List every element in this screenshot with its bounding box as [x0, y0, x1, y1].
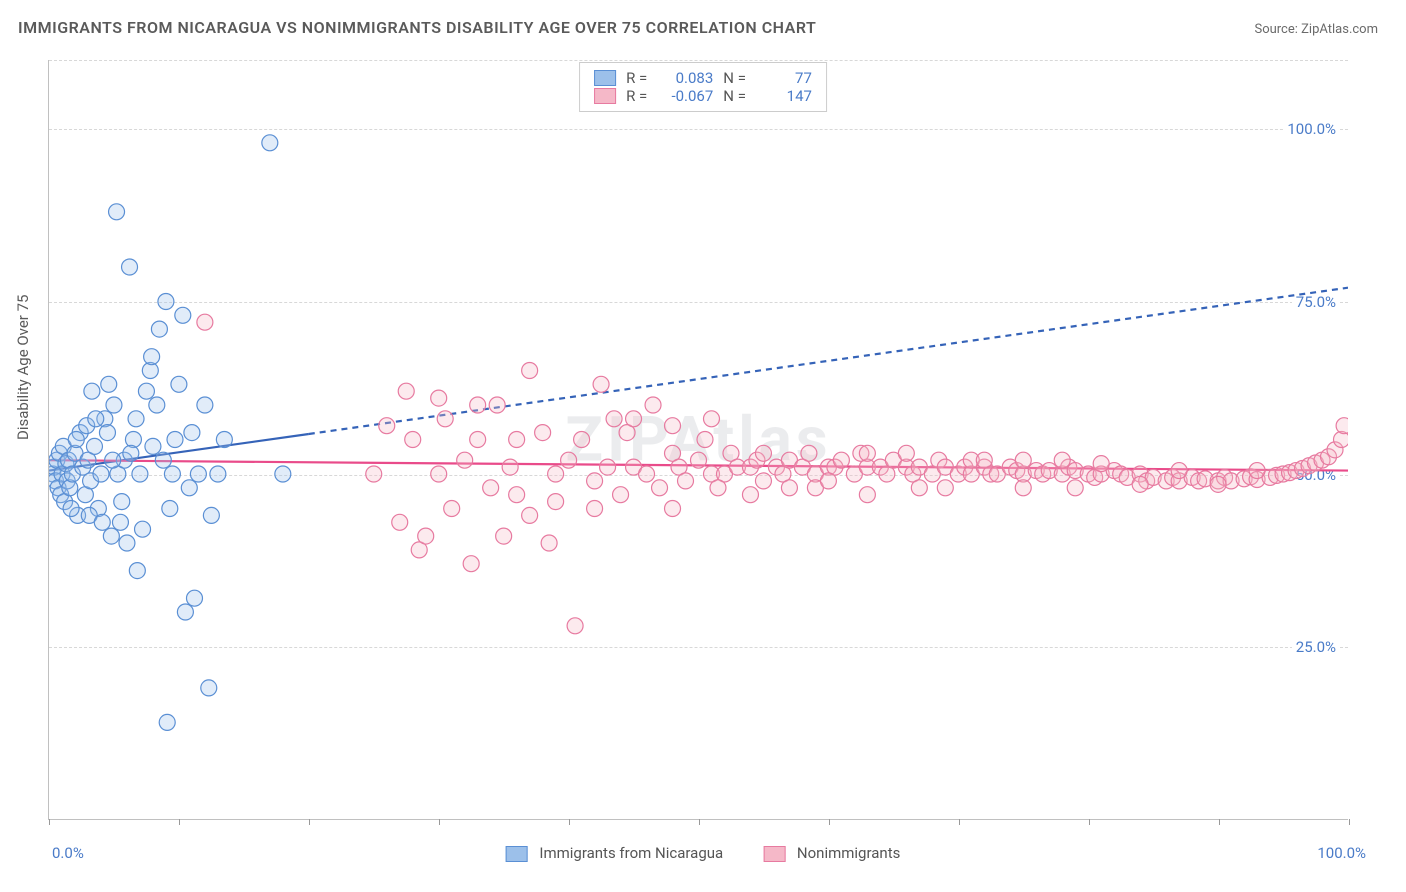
x-tick — [49, 819, 50, 825]
legend-series-box: Immigrants from Nicaragua Nonimmigrants — [506, 844, 901, 862]
plot-area: ZIPAtlas 25.0%50.0%75.0%100.0% — [48, 60, 1348, 820]
legend-item-b: Nonimmigrants — [763, 844, 900, 862]
n-value-a: 77 — [756, 69, 812, 87]
x-tick — [699, 819, 700, 825]
legend-swatch-a — [506, 846, 528, 862]
n-value-b: 147 — [756, 87, 812, 105]
legend-label-a: Immigrants from Nicaragua — [539, 844, 723, 862]
legend-stats-row-b: R = -0.067 N = 147 — [594, 87, 812, 105]
x-tick — [1349, 819, 1350, 825]
x-axis-min-label: 0.0% — [52, 844, 84, 862]
x-tick — [1219, 819, 1220, 825]
r-value-a: 0.083 — [657, 69, 713, 87]
r-label: R = — [626, 87, 647, 105]
x-tick — [569, 819, 570, 825]
source-attribution: Source: ZipAtlas.com — [1254, 22, 1378, 37]
x-axis-max-label: 100.0% — [1317, 844, 1366, 862]
r-value-b: -0.067 — [657, 87, 713, 105]
y-axis-label: Disability Age Over 75 — [14, 295, 32, 440]
legend-stats-box: R = 0.083 N = 77 R = -0.067 N = 147 — [579, 62, 827, 112]
chart-title: IMMIGRANTS FROM NICARAGUA VS NONIMMIGRAN… — [18, 18, 816, 37]
legend-stats-row-a: R = 0.083 N = 77 — [594, 69, 812, 87]
legend-swatch-a — [594, 70, 616, 86]
legend-swatch-b — [763, 846, 785, 862]
x-tick — [829, 819, 830, 825]
x-tick — [959, 819, 960, 825]
x-tick — [1089, 819, 1090, 825]
legend-swatch-b — [594, 88, 616, 104]
legend-item-a: Immigrants from Nicaragua — [506, 844, 724, 862]
n-label: N = — [723, 87, 746, 105]
x-tick — [439, 819, 440, 825]
scatter-svg — [49, 60, 1348, 819]
r-label: R = — [626, 69, 647, 87]
legend-label-b: Nonimmigrants — [797, 844, 900, 862]
n-label: N = — [723, 69, 746, 87]
x-tick — [309, 819, 310, 825]
x-tick — [179, 819, 180, 825]
